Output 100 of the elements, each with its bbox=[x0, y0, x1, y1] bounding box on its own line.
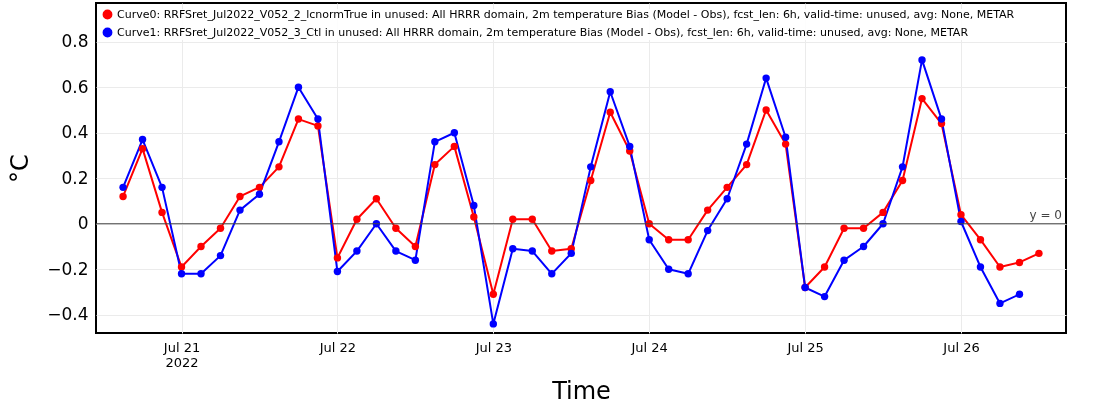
point bbox=[489, 320, 498, 328]
y-tick-label: 0.6 bbox=[61, 76, 89, 97]
point bbox=[1035, 249, 1043, 258]
point bbox=[742, 140, 751, 148]
point bbox=[353, 247, 361, 255]
point bbox=[158, 183, 166, 192]
point bbox=[606, 88, 614, 96]
x-tick-label: Jul 26 bbox=[942, 339, 980, 355]
point bbox=[918, 94, 926, 103]
point bbox=[548, 270, 556, 278]
point bbox=[1015, 290, 1024, 299]
point bbox=[450, 142, 459, 151]
x-tick-label: Jul 24 bbox=[630, 339, 668, 355]
point bbox=[664, 235, 673, 244]
y-tick-label: −0.4 bbox=[47, 304, 89, 325]
point bbox=[411, 256, 420, 264]
point bbox=[626, 142, 634, 151]
point bbox=[119, 183, 127, 192]
point bbox=[898, 176, 907, 185]
point bbox=[275, 138, 283, 146]
point bbox=[431, 138, 439, 146]
point bbox=[762, 106, 770, 114]
point bbox=[820, 263, 829, 271]
x-tick-label: Jul 23 bbox=[474, 339, 512, 355]
point bbox=[138, 135, 147, 144]
point bbox=[392, 247, 400, 255]
point bbox=[177, 270, 186, 278]
point bbox=[606, 108, 614, 116]
point bbox=[275, 163, 283, 171]
point bbox=[664, 265, 673, 273]
point bbox=[976, 235, 985, 244]
point bbox=[450, 129, 459, 137]
point bbox=[314, 122, 322, 130]
point bbox=[548, 247, 556, 255]
point bbox=[138, 144, 147, 153]
point bbox=[197, 242, 205, 251]
point bbox=[528, 215, 536, 223]
point bbox=[294, 83, 303, 91]
point bbox=[859, 242, 868, 251]
point bbox=[859, 224, 868, 233]
point bbox=[333, 254, 342, 262]
point bbox=[567, 249, 575, 258]
point bbox=[294, 115, 303, 123]
point bbox=[918, 56, 926, 64]
point bbox=[937, 115, 946, 123]
point bbox=[528, 247, 536, 255]
point bbox=[470, 213, 478, 221]
ref-line-label: y = 0 bbox=[1029, 207, 1062, 222]
point bbox=[489, 290, 498, 299]
point bbox=[996, 263, 1004, 271]
point bbox=[216, 224, 225, 233]
x-tick-label: Jul 25 bbox=[786, 339, 824, 355]
point bbox=[353, 215, 361, 223]
point bbox=[470, 201, 478, 210]
point bbox=[372, 195, 381, 203]
x-tick-label: Jul 21 2022 bbox=[162, 339, 201, 370]
y-tick-label: 0.4 bbox=[61, 122, 89, 143]
point bbox=[197, 270, 205, 278]
y-axis-title: °C bbox=[6, 154, 35, 183]
point bbox=[119, 192, 127, 201]
legend-label: Curve1: RRFSret_Jul2022_V052_3_Ctl in unused: All HRRR domain, 2m temperature Bias (Model - Obs), fcst_len: 6h, valid-time: unused, avg: None, METAR bbox=[117, 25, 969, 39]
point bbox=[392, 224, 400, 233]
point bbox=[684, 235, 692, 244]
point bbox=[314, 115, 322, 123]
point bbox=[684, 270, 692, 278]
point bbox=[509, 215, 517, 223]
point bbox=[1015, 258, 1024, 267]
point bbox=[742, 160, 751, 169]
point bbox=[431, 160, 439, 169]
point bbox=[840, 256, 848, 264]
point bbox=[781, 133, 790, 141]
point bbox=[216, 251, 225, 260]
legend-label: Curve0: RRFSret_Jul2022_V052_2_lcnormTrue in unused: All HRRR domain, 2m temperature Bias (Model - Obs), fcst_len: 6h, valid-time: unused, avg: None, METAR bbox=[117, 7, 1015, 21]
y-tick-label: −0.2 bbox=[47, 258, 89, 279]
point bbox=[411, 242, 420, 251]
point bbox=[762, 74, 770, 82]
point bbox=[703, 206, 712, 214]
point bbox=[587, 163, 595, 171]
point bbox=[879, 208, 887, 217]
point bbox=[236, 206, 244, 214]
point bbox=[723, 183, 731, 192]
y-tick-label: 0.8 bbox=[61, 31, 89, 52]
point bbox=[333, 267, 342, 276]
point bbox=[158, 208, 166, 217]
point bbox=[957, 210, 965, 219]
point bbox=[898, 163, 907, 171]
point bbox=[236, 192, 244, 201]
point bbox=[177, 263, 186, 271]
point bbox=[703, 226, 712, 235]
point bbox=[781, 140, 790, 148]
point bbox=[840, 224, 848, 233]
point bbox=[509, 245, 517, 253]
point bbox=[976, 263, 985, 271]
x-axis-title: Time bbox=[551, 376, 611, 405]
point bbox=[587, 176, 595, 185]
point bbox=[255, 183, 264, 192]
y-tick-label: 0 bbox=[77, 213, 89, 234]
y-tick-label: 0.2 bbox=[61, 167, 89, 188]
x-tick-label: Jul 22 bbox=[318, 339, 357, 355]
point bbox=[996, 299, 1004, 308]
